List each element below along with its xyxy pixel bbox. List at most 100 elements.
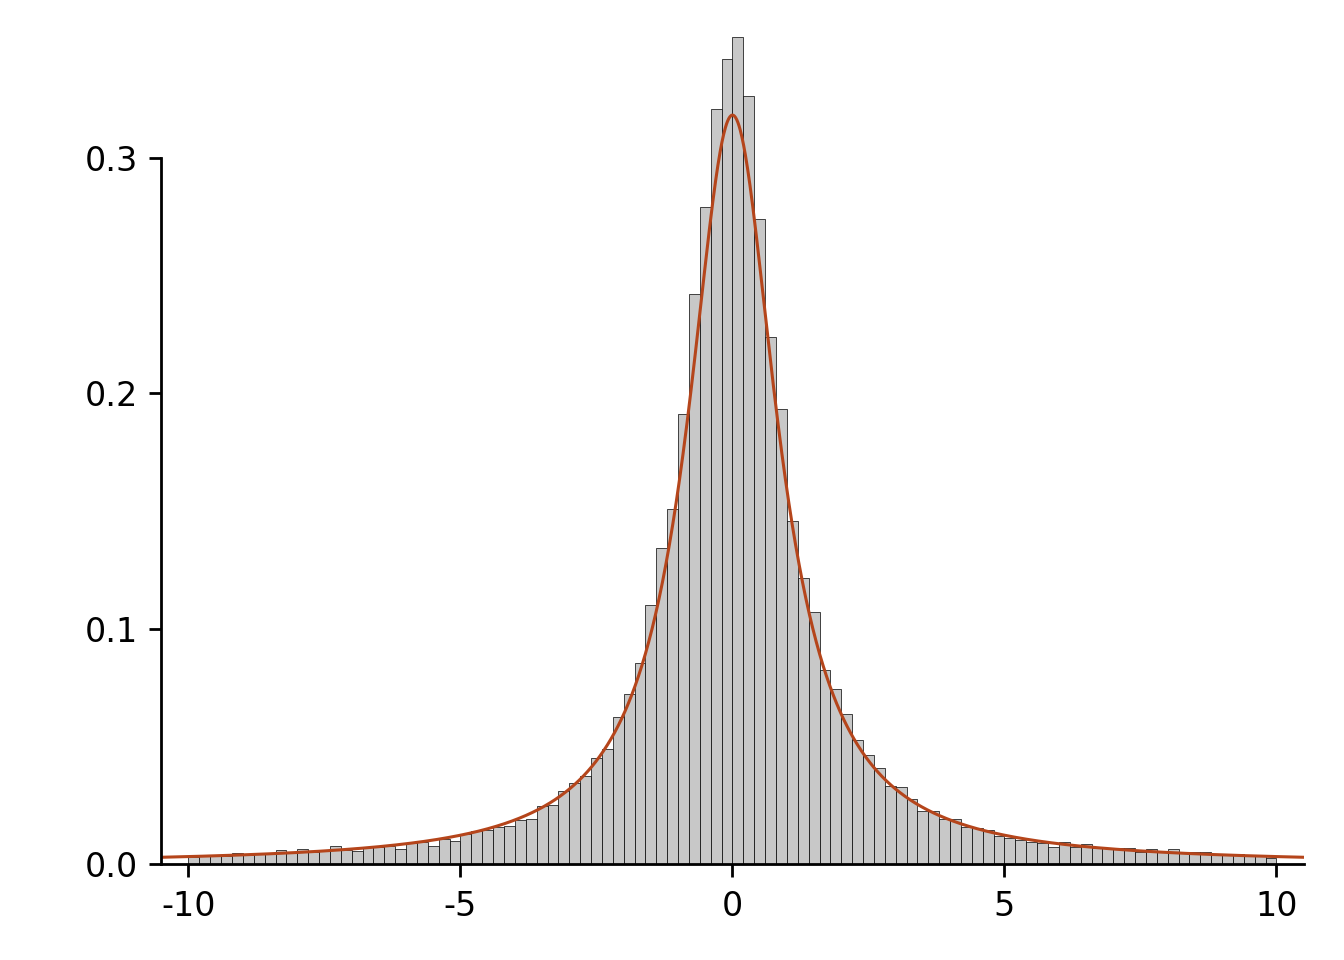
Bar <box>645 605 656 864</box>
Bar <box>329 846 341 864</box>
Bar <box>438 839 450 864</box>
Bar <box>786 520 798 864</box>
Bar <box>558 791 570 864</box>
Bar <box>374 847 384 864</box>
Bar <box>1179 852 1189 864</box>
Bar <box>222 856 233 864</box>
Bar <box>199 856 210 864</box>
Bar <box>765 337 775 864</box>
Bar <box>711 109 722 864</box>
Bar <box>602 749 613 864</box>
Bar <box>689 294 700 864</box>
Bar <box>1211 853 1222 864</box>
Bar <box>352 851 363 864</box>
Bar <box>1081 844 1091 864</box>
Bar <box>852 740 863 864</box>
Bar <box>961 828 972 864</box>
Bar <box>950 819 961 864</box>
Bar <box>1091 849 1102 864</box>
Bar <box>417 842 427 864</box>
Bar <box>570 782 581 864</box>
Bar <box>939 819 950 864</box>
Bar <box>1015 840 1027 864</box>
Bar <box>722 60 732 864</box>
Bar <box>308 852 319 864</box>
Bar <box>1157 852 1168 864</box>
Bar <box>406 843 417 864</box>
Bar <box>918 810 929 864</box>
Bar <box>265 853 276 864</box>
Bar <box>993 835 1004 864</box>
Bar <box>1038 843 1048 864</box>
Bar <box>895 787 907 864</box>
Bar <box>1113 849 1124 864</box>
Bar <box>656 548 667 864</box>
Bar <box>820 670 831 864</box>
Bar <box>319 852 329 864</box>
Bar <box>482 830 493 864</box>
Bar <box>526 819 536 864</box>
Bar <box>286 853 297 864</box>
Bar <box>1189 852 1200 864</box>
Bar <box>624 693 634 864</box>
Bar <box>634 663 645 864</box>
Bar <box>384 846 395 864</box>
Bar <box>1136 852 1146 864</box>
Bar <box>1255 856 1266 864</box>
Bar <box>233 853 243 864</box>
Bar <box>1266 857 1277 864</box>
Bar <box>493 828 504 864</box>
Bar <box>743 96 754 864</box>
Bar <box>1146 850 1157 864</box>
Bar <box>972 828 982 864</box>
Bar <box>929 811 939 864</box>
Bar <box>1168 849 1179 864</box>
Bar <box>254 853 265 864</box>
Bar <box>363 848 374 864</box>
Bar <box>1059 842 1070 864</box>
Bar <box>591 758 602 864</box>
Bar <box>461 834 472 864</box>
Bar <box>1243 854 1255 864</box>
Bar <box>1070 847 1081 864</box>
Bar <box>581 776 591 864</box>
Bar <box>472 831 482 864</box>
Bar <box>1102 848 1113 864</box>
Bar <box>1222 854 1232 864</box>
Bar <box>395 850 406 864</box>
Bar <box>1200 852 1211 864</box>
Bar <box>341 851 352 864</box>
Bar <box>504 826 515 864</box>
Bar <box>515 820 526 864</box>
Bar <box>613 717 624 864</box>
Bar <box>188 857 199 864</box>
Bar <box>982 830 993 864</box>
Bar <box>243 855 254 864</box>
Bar <box>874 768 884 864</box>
Bar <box>1232 854 1243 864</box>
Bar <box>427 846 438 864</box>
Bar <box>450 841 461 864</box>
Bar <box>884 786 895 864</box>
Bar <box>276 850 286 864</box>
Bar <box>700 207 711 864</box>
Bar <box>547 804 558 864</box>
Bar <box>536 805 547 864</box>
Bar <box>754 220 765 864</box>
Bar <box>841 714 852 864</box>
Bar <box>831 689 841 864</box>
Bar <box>798 578 809 864</box>
Bar <box>907 799 918 864</box>
Bar <box>679 414 689 864</box>
Bar <box>1004 838 1015 864</box>
Bar <box>1048 847 1059 864</box>
Bar <box>1027 842 1038 864</box>
Bar <box>863 755 874 864</box>
Bar <box>210 856 222 864</box>
Bar <box>667 509 679 864</box>
Bar <box>775 409 786 864</box>
Bar <box>732 37 743 864</box>
Bar <box>809 612 820 864</box>
Bar <box>297 849 308 864</box>
Bar <box>1124 848 1136 864</box>
